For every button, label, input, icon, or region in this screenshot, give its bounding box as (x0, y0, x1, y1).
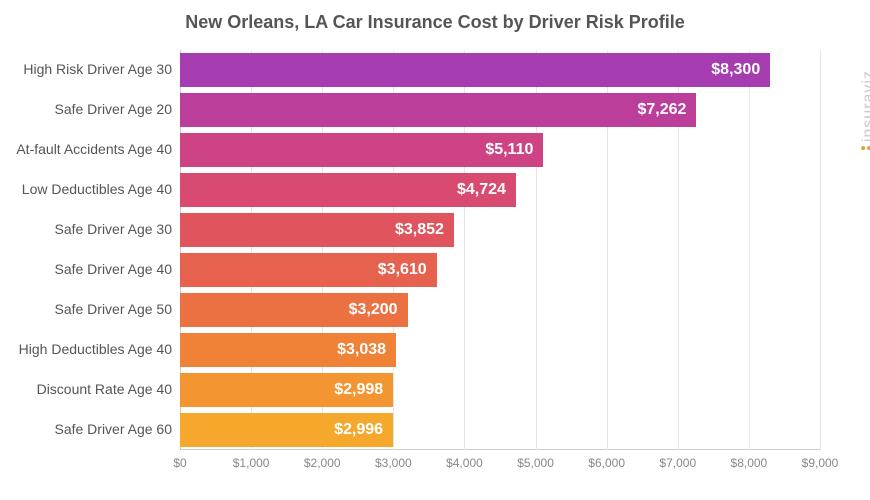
bar: $8,300 (180, 53, 770, 87)
bar: $3,200 (180, 293, 408, 327)
x-tick-label: $7,000 (659, 456, 696, 470)
y-category-label: Safe Driver Age 60 (2, 421, 172, 437)
bar: $5,110 (180, 133, 543, 167)
watermark-icon (861, 146, 870, 150)
bar-row: $2,998 (180, 370, 820, 410)
x-tick-label: $1,000 (233, 456, 270, 470)
x-tick-label: $5,000 (517, 456, 554, 470)
bar-value-label: $4,724 (457, 181, 506, 199)
bar: $3,610 (180, 253, 437, 287)
y-category-label: High Deductibles Age 40 (2, 341, 172, 357)
x-tick-label: $3,000 (375, 456, 412, 470)
y-category-label: Low Deductibles Age 40 (2, 181, 172, 197)
bar-row: $8,300 (180, 50, 820, 90)
bar-value-label: $5,110 (485, 141, 533, 159)
bar-value-label: $2,998 (334, 381, 383, 399)
y-category-label: High Risk Driver Age 30 (2, 61, 172, 77)
bar: $4,724 (180, 173, 516, 207)
y-category-label: Safe Driver Age 50 (2, 301, 172, 317)
bar-value-label: $3,038 (337, 341, 386, 359)
bar-row: $3,852 (180, 210, 820, 250)
chart-area: $8,300 $7,262 $5,110 $4,724 $3,852 $3,610 $3,2… (180, 50, 820, 450)
bar-value-label: $8,300 (711, 61, 760, 79)
watermark-logo: insuraviz (860, 70, 870, 150)
bar-row: $2,996 (180, 410, 820, 450)
bar: $3,852 (180, 213, 454, 247)
y-category-label: Safe Driver Age 40 (2, 261, 172, 277)
bar-value-label: $3,852 (395, 221, 444, 239)
bar-value-label: $3,200 (349, 301, 398, 319)
x-tick-label: $6,000 (588, 456, 625, 470)
bar: $7,262 (180, 93, 696, 127)
watermark-text: insuraviz (860, 70, 870, 142)
bar: $2,996 (180, 413, 393, 447)
bar-value-label: $7,262 (637, 101, 686, 119)
y-category-label: Safe Driver Age 30 (2, 221, 172, 237)
bar-row: $4,724 (180, 170, 820, 210)
y-category-label: Discount Rate Age 40 (2, 381, 172, 397)
bar: $2,998 (180, 373, 393, 407)
y-category-label: At-fault Accidents Age 40 (2, 141, 172, 157)
plot: $8,300 $7,262 $5,110 $4,724 $3,852 $3,610 $3,2… (180, 50, 820, 450)
x-tick-label: $0 (173, 456, 186, 470)
bar-row: $7,262 (180, 90, 820, 130)
x-tick-label: $8,000 (731, 456, 768, 470)
x-tick-label: $9,000 (802, 456, 839, 470)
bar-row: $3,610 (180, 250, 820, 290)
bar-value-label: $3,610 (378, 261, 427, 279)
chart-title: New Orleans, LA Car Insurance Cost by Dr… (0, 0, 870, 41)
bar: $3,038 (180, 333, 396, 367)
x-tick-label: $4,000 (446, 456, 483, 470)
bar-row: $3,200 (180, 290, 820, 330)
y-category-label: Safe Driver Age 20 (2, 101, 172, 117)
bar-value-label: $2,996 (334, 421, 383, 439)
x-tick-label: $2,000 (304, 456, 341, 470)
gridline (820, 50, 821, 450)
bar-row: $3,038 (180, 330, 820, 370)
bar-row: $5,110 (180, 130, 820, 170)
